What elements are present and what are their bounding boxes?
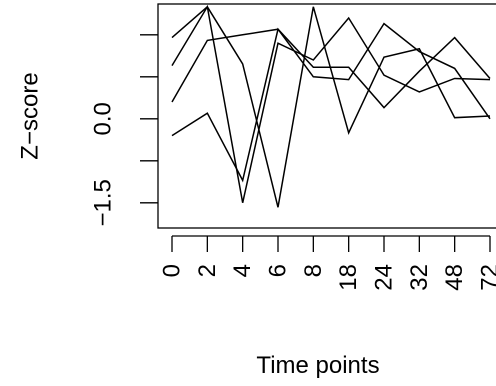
series-line-4 bbox=[171, 27, 491, 183]
y-tick-label: 0.0 bbox=[90, 102, 117, 135]
x-tick-label: 18 bbox=[335, 264, 362, 291]
x-tick-label: 8 bbox=[300, 264, 327, 277]
series-layer bbox=[171, 4, 491, 208]
x-tick-label: 32 bbox=[406, 264, 433, 291]
x-tick-label: 24 bbox=[371, 264, 398, 291]
y-axis-label: Z−score bbox=[17, 72, 44, 159]
y-tick-label: −1.5 bbox=[90, 179, 117, 226]
series-line-3 bbox=[171, 22, 491, 120]
x-tick-label: 6 bbox=[265, 264, 292, 277]
y-axis: −1.5 0.0 bbox=[90, 34, 158, 226]
x-axis-label: Time points bbox=[256, 352, 379, 379]
series-line-1 bbox=[171, 5, 491, 208]
x-tick-label: 48 bbox=[441, 264, 468, 291]
series-line-2 bbox=[171, 4, 491, 203]
x-tick-label: 0 bbox=[159, 264, 186, 277]
x-tick-label: 4 bbox=[229, 264, 256, 277]
x-tick-label: 72 bbox=[477, 264, 496, 291]
plot-frame bbox=[157, 3, 496, 229]
x-tick-label: 2 bbox=[194, 264, 221, 277]
x-axis: 0 2 4 6 8 18 24 32 48 72 bbox=[159, 235, 496, 291]
